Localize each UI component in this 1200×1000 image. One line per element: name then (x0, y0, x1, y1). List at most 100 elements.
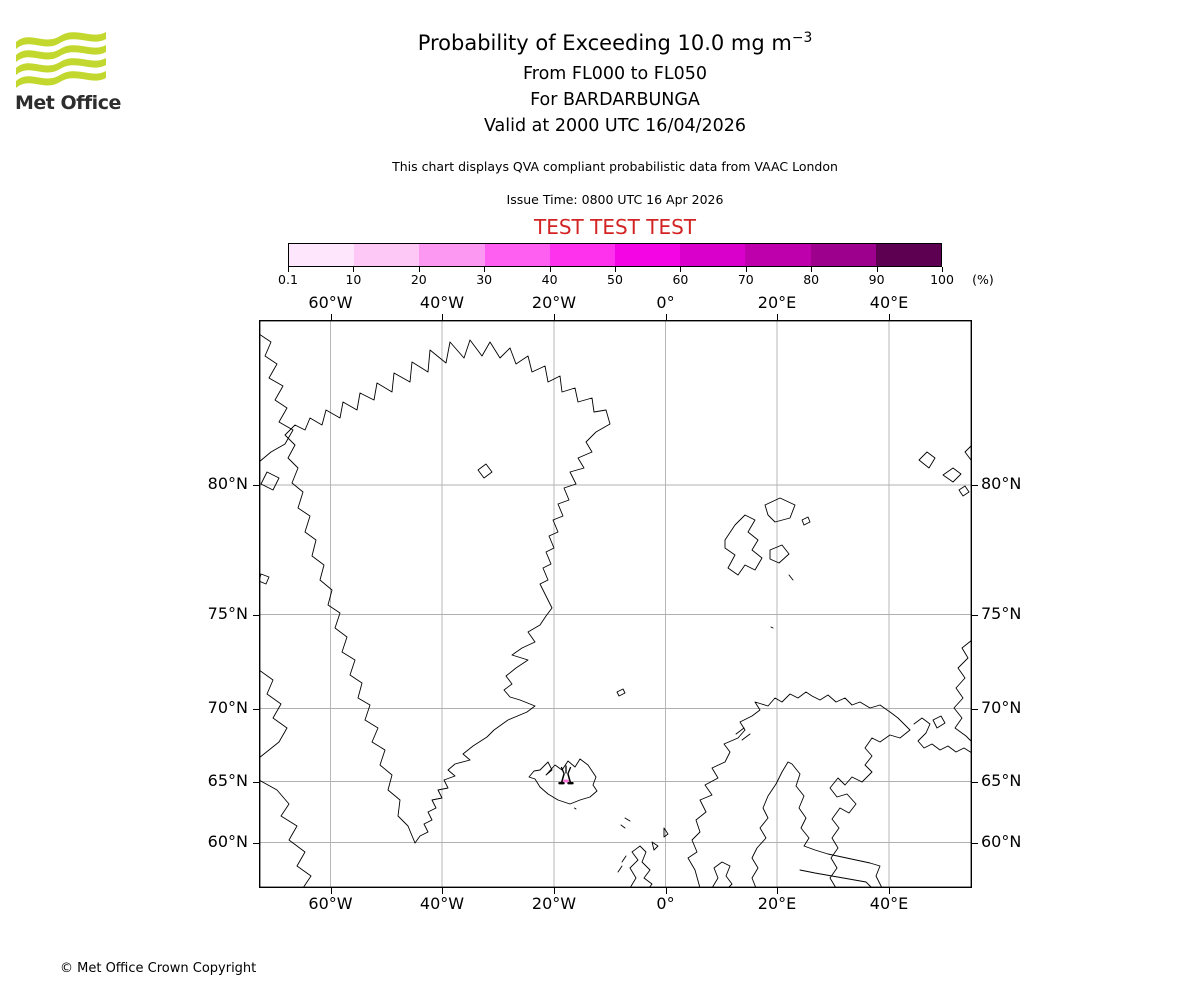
map-tick-bottom (777, 888, 778, 894)
colorbar-tick (942, 267, 943, 272)
lon-label-top: 20°E (757, 293, 797, 312)
map-tick-top (665, 314, 667, 320)
coastline-hopen (788, 574, 794, 581)
map-tick-bottom (330, 888, 332, 894)
coastline-shetland (663, 827, 669, 838)
lon-label-top: 60°W (308, 293, 353, 312)
coastline-gulf-of-bothnia-baltic (751, 761, 883, 888)
colorbar-segment-10 (354, 244, 420, 266)
colorbar-tick-label: 60 (672, 272, 689, 287)
lon-label-top: 40°E (869, 293, 909, 312)
subtitle-volcano: For BARDARBUNGA (530, 90, 700, 110)
map-tick-bottom (665, 888, 667, 894)
colorbar-tick (288, 267, 289, 272)
subtitle-valid-time: Valid at 2000 UTC 16/04/2026 (483, 116, 747, 136)
coastline-scandinavia (687, 691, 911, 888)
lon-label-bottom: 60°W (308, 894, 353, 913)
title-exponent: −3 (791, 30, 813, 46)
map-tick-right (972, 781, 978, 783)
colorbar-segment-20 (419, 244, 485, 266)
lat-label-left: 60°N (207, 831, 248, 851)
colorbar-tick (549, 267, 551, 272)
colorbar-tick (484, 267, 486, 272)
coastline-lofoten-1 (735, 727, 745, 735)
colorbar-tick-label: 30 (476, 272, 493, 287)
colorbar-segment-30 (484, 244, 550, 266)
colorbar-tick-label: 0.1 (278, 272, 298, 287)
coastline-lofoten-2 (741, 733, 751, 741)
subtitle-flight-levels: From FL000 to FL050 (522, 64, 708, 84)
logo-wordmark: Met Office (15, 92, 121, 114)
copyright: © Met Office Crown Copyright (60, 961, 257, 976)
coastline-vestmannaeyjar (574, 807, 577, 810)
lon-label-bottom: 40°E (869, 894, 909, 913)
coastline-franz-josef-land-1 (918, 451, 936, 469)
colorbar-tick (615, 267, 616, 272)
colorbar-segment-50 (615, 244, 681, 266)
coastline-spitsbergen (724, 514, 763, 576)
lon-label-top: 0° (656, 293, 675, 312)
coastline-ellesmere-island (259, 333, 294, 463)
coastline-orkney (651, 841, 659, 851)
coastline-franz-josef-land-4 (958, 485, 970, 497)
qva-note: This chart displays QVA compliant probab… (392, 159, 838, 174)
lon-label-top: 40°W (419, 293, 465, 312)
coastline-greenland (284, 339, 611, 844)
map-tick-right (972, 485, 978, 486)
colorbar-unit-label: (%) (972, 272, 994, 287)
lat-label-left: 75°N (207, 603, 248, 623)
map-tick-top (777, 314, 778, 320)
colorbar-tick-label: 100 (930, 272, 954, 287)
lon-label-bottom: 40°W (419, 894, 465, 913)
colorbar-tick-label: 70 (737, 272, 754, 287)
colorbar-segment-60 (680, 244, 746, 266)
coastline-franz-josef-land-3 (964, 445, 972, 461)
map-tick-left (253, 614, 259, 616)
map-border (259, 320, 972, 888)
colorbar-segment-70 (745, 244, 811, 266)
issue-time: Issue Time: 0800 UTC 16 Apr 2026 (506, 192, 724, 207)
lat-label-right: 75°N (981, 603, 1022, 623)
volcano-eruption-icon (558, 765, 574, 785)
coastline-franz-josef-land-2 (942, 467, 962, 483)
map-tick-bottom (554, 888, 555, 894)
lat-label-right: 80°N (981, 474, 1022, 493)
colorbar-segment-0.1 (289, 244, 355, 266)
test-banner: TEST TEST TEST (533, 215, 696, 239)
map-tick-left (253, 708, 259, 710)
map-tick-left (253, 781, 259, 783)
lon-label-bottom: 20°E (757, 894, 797, 913)
colorbar-tick (811, 267, 813, 272)
title-text: Probability of Exceeding 10.0 mg m (417, 31, 792, 55)
coastline-novaya-zemlya (953, 639, 972, 743)
map-tick-left (253, 842, 259, 844)
map-tick-right (972, 614, 978, 616)
probability-colorbar (288, 243, 942, 267)
colorbar-tick-label: 40 (541, 272, 558, 287)
coastline-baffin-island (259, 779, 312, 888)
coastline-jan-mayen (616, 688, 626, 697)
colorbar-tick (418, 267, 420, 272)
colorbar-segment-80 (810, 244, 876, 266)
lon-label-bottom: 0° (656, 894, 675, 913)
map-canvas (259, 320, 972, 888)
coastline-edgeoya (769, 544, 790, 564)
coastline-scotland (629, 845, 653, 888)
map-tick-right (972, 708, 978, 710)
map-tick-bottom (442, 888, 443, 894)
coastline-arctic-island (260, 471, 280, 491)
lat-label-right: 70°N (981, 697, 1022, 717)
colorbar-tick (353, 267, 355, 272)
map-tick-bottom (889, 888, 890, 894)
colorbar-segment-90 (875, 244, 942, 266)
lat-label-right: 60°N (981, 831, 1022, 851)
lon-label-top: 20°W (531, 293, 577, 312)
coastline-small-island-left (259, 573, 270, 585)
page-title: Probability of Exceeding 10.0 mg m−3 (115, 30, 1115, 55)
coastline-denmark (711, 861, 733, 888)
coastline-hebrides-2 (617, 865, 623, 873)
map-tick-right (972, 842, 978, 844)
met-office-logo-icon (16, 32, 106, 88)
coastline-baffin-north (259, 669, 288, 759)
